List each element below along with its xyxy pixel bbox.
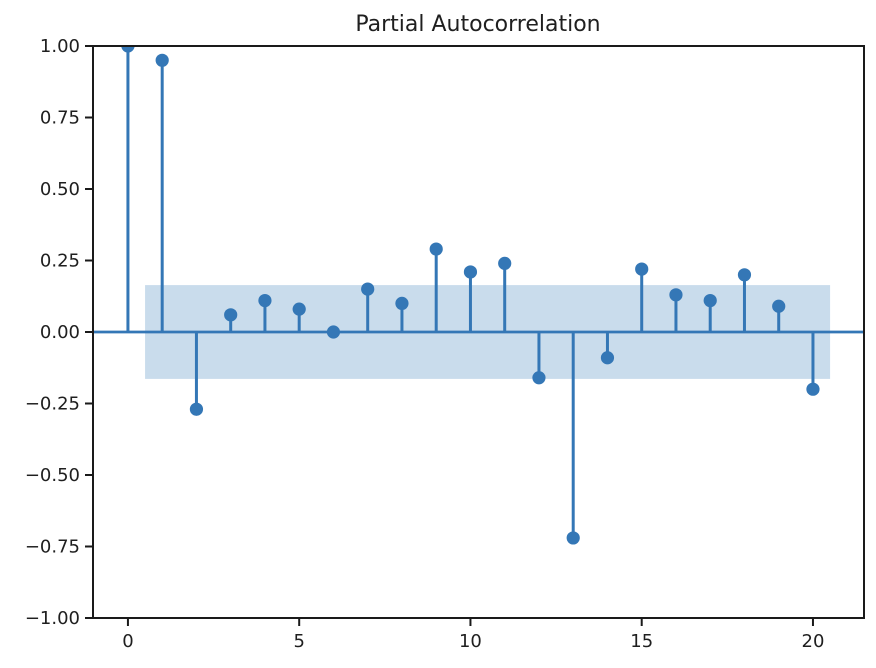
x-tick-label: 5: [293, 631, 304, 652]
axes-layer: 0 5 10 15 20 1.00 0.75 0.50 0.25 0.00 −0.25 −0.50 −0…: [25, 36, 865, 652]
marker-lag-6: [326, 325, 341, 339]
chart-title: Partial Autocorrelation: [355, 12, 600, 37]
x-tick-label: 0: [122, 631, 133, 652]
marker-lag-2: [189, 402, 204, 416]
stem-data-layer: [93, 46, 864, 545]
x-tick-label: 20: [802, 631, 825, 652]
marker-lag-11: [498, 256, 512, 270]
marker-lag-9: [429, 242, 443, 256]
x-tick-label: 10: [459, 631, 482, 652]
y-tick-label: −0.25: [25, 394, 80, 415]
marker-lag-3: [224, 308, 238, 322]
y-tick-label: 0.75: [40, 108, 80, 129]
marker-lag-13: [566, 531, 580, 545]
marker-lag-10: [463, 265, 478, 279]
y-tick-label: −0.75: [25, 537, 80, 558]
marker-lag-20: [806, 382, 820, 396]
marker-lag-8: [395, 296, 409, 310]
marker-lag-19: [772, 299, 786, 313]
y-tick-label: 0.50: [40, 179, 80, 200]
y-tick-label: 0.00: [40, 322, 80, 343]
y-tick-label: 1.00: [40, 36, 80, 57]
marker-lag-0: [121, 46, 135, 53]
y-tick-label: 0.25: [40, 251, 80, 272]
y-tick-label: −0.50: [25, 465, 80, 486]
marker-lag-5: [292, 302, 306, 316]
x-tick-label: 15: [630, 631, 653, 652]
marker-lag-12: [532, 371, 546, 385]
y-tick-label: −1.00: [25, 608, 80, 629]
marker-lag-17: [703, 293, 717, 308]
marker-lag-1: [155, 53, 169, 67]
marker-lag-7: [361, 282, 375, 296]
marker-lag-14: [600, 351, 615, 365]
marker-lag-15: [635, 262, 649, 276]
marker-lag-18: [737, 268, 752, 282]
marker-lag-16: [669, 288, 683, 302]
marker-lag-4: [258, 293, 272, 308]
